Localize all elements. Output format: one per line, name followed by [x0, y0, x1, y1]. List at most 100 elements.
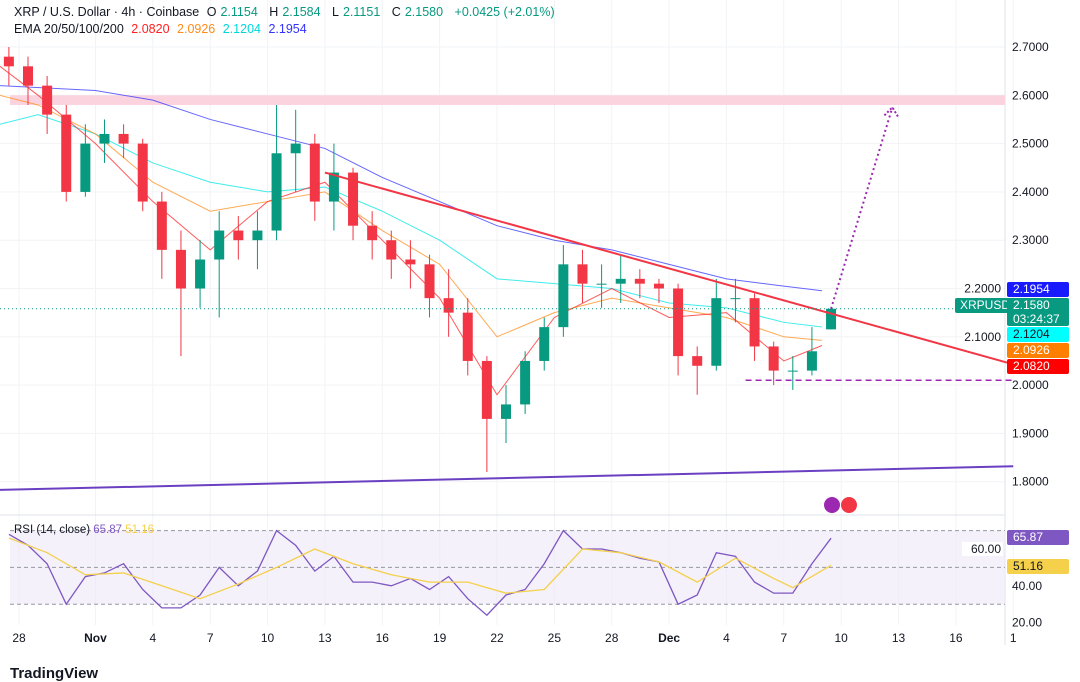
candle: [520, 360, 531, 405]
time-axis-label: 25: [548, 631, 562, 645]
candle: [806, 351, 817, 371]
candle: [271, 153, 282, 231]
time-axis-label: 22: [490, 631, 504, 645]
symbol-tag: XRPUSD: [955, 298, 1016, 313]
ema50-line: [0, 94, 823, 341]
candle: [252, 230, 263, 241]
change-value: +0.0425 (+2.01%): [454, 5, 555, 19]
candle: [137, 143, 148, 202]
candle: [692, 356, 703, 366]
candle: [3, 56, 14, 67]
candle: [23, 66, 33, 86]
candle: [653, 283, 664, 289]
price-axis-label: 2.4000: [1012, 185, 1049, 199]
candle: [424, 264, 435, 299]
price-axis-label: 2.7000: [1012, 40, 1049, 54]
price-axis-label: 2.6000: [1012, 88, 1049, 102]
time-axis-label: Dec: [658, 631, 680, 645]
symbol-title[interactable]: XRP / U.S. Dollar · 4h · Coinbase: [14, 5, 200, 19]
symbol-ohlc-row: XRP / U.S. Dollar · 4h · Coinbase O 2.115…: [14, 5, 555, 19]
candle: [61, 114, 72, 192]
candle: [290, 143, 301, 154]
candle: [501, 404, 511, 419]
ema200-price-tag: 2.1954: [1007, 282, 1069, 297]
time-axis-label: 7: [207, 631, 214, 645]
ema-label[interactable]: EMA 20/50/100/200: [14, 22, 124, 36]
high-value: 2.1584: [282, 5, 321, 19]
time-axis-label: 10: [261, 631, 275, 645]
us-flag-event-icon: [841, 497, 857, 513]
candle: [596, 283, 607, 285]
time-axis-label: Nov: [84, 631, 107, 645]
candle: [175, 249, 186, 289]
price-axis-label: 1.8000: [1012, 475, 1049, 489]
candle: [405, 259, 416, 265]
rsi-value-tag: 65.87: [1007, 530, 1069, 545]
rsi-ma-line: [8, 537, 832, 600]
ascending-support-line: [0, 465, 1014, 491]
candle: [367, 225, 378, 241]
rsi-axis-label: 20.00: [1012, 616, 1042, 630]
low-value: 2.1151: [342, 5, 381, 19]
axis-label-background: [962, 281, 1003, 296]
ema20-value: 2.0820: [131, 22, 170, 36]
candle: [156, 201, 167, 250]
rsi-ma-value-tag: 51.16: [1007, 559, 1069, 574]
candle: [673, 288, 684, 357]
lightning-event-icon: [824, 497, 840, 513]
candle: [711, 298, 722, 366]
resistance-zone: [10, 95, 1005, 105]
ema100-line: [0, 114, 823, 328]
axis-label-background: [962, 329, 1003, 344]
rsi-axis-label: 60.00: [971, 542, 1001, 556]
ema100-value: 2.1204: [222, 22, 261, 36]
price-axis-label: 2.1000: [964, 330, 1001, 344]
descending-trendline: [324, 171, 1014, 366]
time-axis-label: 19: [433, 631, 447, 645]
candle: [233, 230, 244, 241]
candle: [749, 298, 760, 347]
candle: [768, 346, 779, 371]
time-axis-label: 28: [605, 631, 619, 645]
candle: [214, 230, 225, 260]
time-axis-label: 13: [892, 631, 906, 645]
price-axis-label: 2.3000: [1012, 233, 1049, 247]
time-axis-label: 4: [723, 631, 730, 645]
time-axis-label: 4: [149, 631, 156, 645]
ema50-price-tag: 2.0926: [1007, 343, 1069, 358]
close-value: 2.1580: [404, 5, 444, 19]
candle: [195, 259, 206, 289]
candle: [615, 278, 626, 284]
ema50-value: 2.0926: [177, 22, 216, 36]
time-axis-label: 13: [318, 631, 332, 645]
candle: [80, 143, 91, 192]
candle: [328, 172, 339, 202]
rsi-axis-label: 40.00: [1012, 579, 1042, 593]
candle: [462, 312, 473, 361]
candle: [577, 264, 588, 284]
time-axis-label: 10: [834, 631, 848, 645]
time-axis-label: 28: [12, 631, 26, 645]
candle: [558, 264, 569, 328]
candle: [730, 298, 741, 300]
candle: [99, 133, 110, 144]
ema200-line: [0, 85, 823, 292]
ema100-price-tag: 2.1204: [1007, 327, 1069, 342]
candle: [348, 172, 359, 226]
ema200-value: 2.1954: [268, 22, 307, 36]
candle: [826, 308, 837, 330]
time-axis-label: 16: [949, 631, 963, 645]
projection-arrow: [830, 107, 894, 310]
tradingview-logo[interactable]: TradingView: [10, 665, 99, 682]
price-axis-label: 2.2000: [964, 282, 1001, 296]
candle: [386, 240, 397, 260]
price-axis-label: 2.5000: [1012, 137, 1049, 151]
axis-label-background: [962, 542, 1003, 556]
time-axis-label: 7: [780, 631, 787, 645]
time-axis-label: 16: [376, 631, 390, 645]
candle: [443, 298, 454, 313]
candle: [309, 143, 320, 202]
candle: [787, 370, 798, 372]
candle: [634, 278, 645, 284]
